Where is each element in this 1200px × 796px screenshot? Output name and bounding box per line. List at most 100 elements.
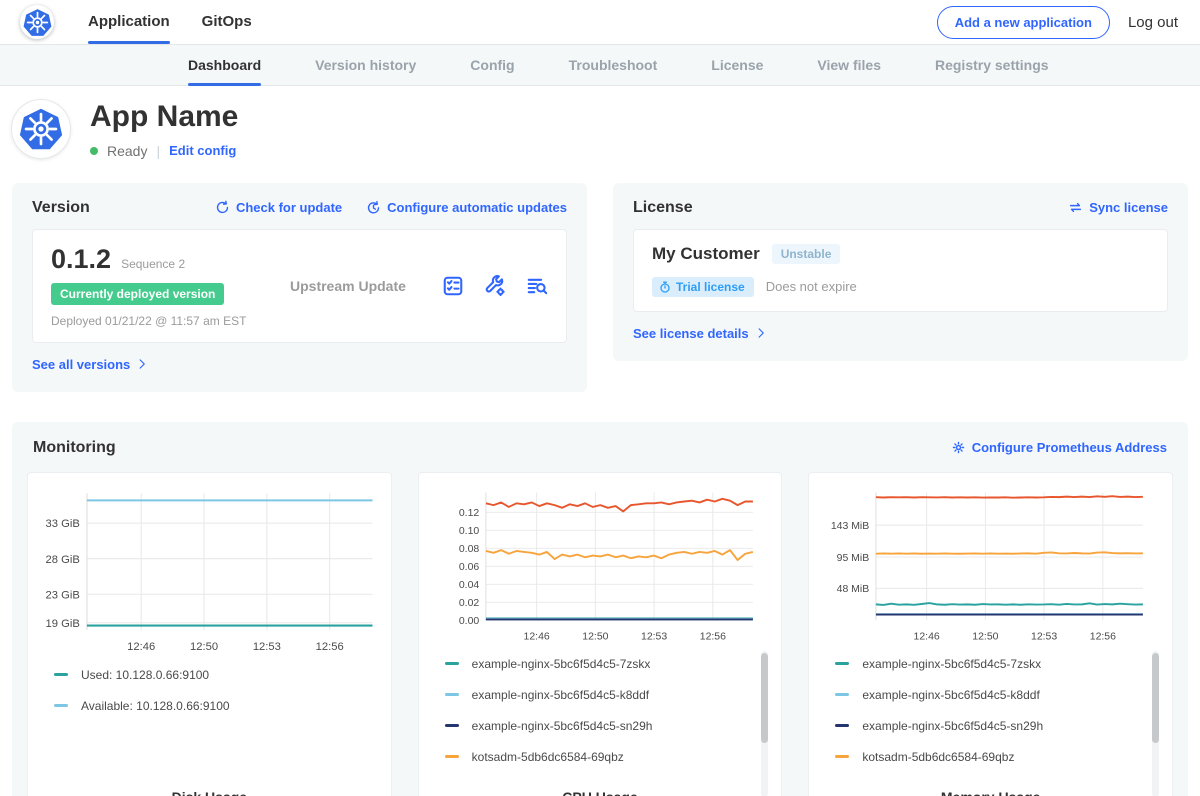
- legend-item: example-nginx-5bc6f5d4c5-sn29h: [445, 719, 758, 733]
- legend-scrollbar[interactable]: [1152, 651, 1159, 796]
- configure-automatic-updates-link[interactable]: Configure automatic updates: [366, 200, 567, 215]
- disk-usage-chart: 33 GiB28 GiB23 GiB19 GiB12:4612:5012:531…: [38, 483, 381, 658]
- sync-icon: [1068, 200, 1083, 215]
- tab-version-history[interactable]: Version history: [315, 45, 416, 85]
- edit-config-link[interactable]: Edit config: [169, 143, 236, 158]
- disk-usage-title: Disk Usage: [38, 781, 381, 796]
- configure-prometheus-link[interactable]: Configure Prometheus Address: [951, 440, 1167, 455]
- legend-item: Available: 10.128.0.66:9100: [54, 699, 367, 713]
- legend-label: example-nginx-5bc6f5d4c5-k8ddf: [472, 688, 649, 702]
- svg-text:12:50: 12:50: [582, 631, 608, 642]
- legend-item: example-nginx-5bc6f5d4c5-7zskx: [835, 657, 1148, 671]
- svg-text:12:56: 12:56: [699, 631, 725, 642]
- tab-dashboard[interactable]: Dashboard: [188, 45, 261, 85]
- check-for-update-link[interactable]: Check for update: [215, 200, 342, 215]
- app-kubernetes-icon: [19, 107, 63, 151]
- topnav-tab-gitops[interactable]: GitOps: [202, 0, 252, 44]
- trial-license-badge: Trial license: [652, 277, 754, 297]
- svg-text:0.04: 0.04: [459, 580, 480, 591]
- see-all-versions-link[interactable]: See all versions: [32, 357, 148, 372]
- add-application-button[interactable]: Add a new application: [937, 6, 1110, 39]
- refresh-icon: [215, 200, 230, 215]
- chevron-right-icon: [136, 358, 148, 370]
- svg-text:19 GiB: 19 GiB: [46, 617, 80, 629]
- logout-button[interactable]: Log out: [1128, 14, 1178, 31]
- svg-text:28 GiB: 28 GiB: [46, 553, 80, 565]
- memory-usage-chart: 143 MiB95 MiB48 MiB12:4612:5012:5312:56: [819, 483, 1162, 647]
- tab-troubleshoot[interactable]: Troubleshoot: [569, 45, 658, 85]
- svg-text:0.02: 0.02: [459, 598, 480, 609]
- see-license-details-link[interactable]: See license details: [633, 326, 767, 341]
- cpu-usage-title: CPU Usage: [429, 781, 772, 796]
- legend-label: Used: 10.128.0.66:9100: [81, 668, 209, 682]
- topnav-tabs: Application GitOps: [88, 0, 284, 44]
- svg-text:48 MiB: 48 MiB: [837, 584, 870, 595]
- license-card-title: License: [633, 199, 693, 217]
- svg-text:0.12: 0.12: [459, 508, 480, 519]
- tab-registry-settings[interactable]: Registry settings: [935, 45, 1049, 85]
- stopwatch-icon: [659, 281, 671, 293]
- license-expiry: Does not expire: [766, 279, 857, 294]
- legend-label: example-nginx-5bc6f5d4c5-k8ddf: [862, 688, 1039, 702]
- sync-license-link[interactable]: Sync license: [1068, 200, 1168, 215]
- current-version-panel: 0.1.2 Sequence 2 Currently deployed vers…: [32, 229, 567, 343]
- svg-text:12:56: 12:56: [1090, 631, 1116, 642]
- chevron-right-icon: [755, 327, 767, 339]
- memory-usage-legend: example-nginx-5bc6f5d4c5-7zskx example-ng…: [819, 647, 1162, 781]
- version-number: 0.1.2: [51, 244, 111, 275]
- legend-swatch: [835, 662, 849, 665]
- charts-row: 33 GiB28 GiB23 GiB19 GiB12:4612:5012:531…: [27, 472, 1173, 796]
- license-details-panel: My Customer Unstable Trial license Does …: [633, 229, 1168, 312]
- cpu-usage-chart: 0.120.100.080.060.040.020.0012:4612:5012…: [429, 483, 772, 647]
- legend-swatch: [835, 755, 849, 758]
- customer-name: My Customer: [652, 244, 760, 264]
- memory-usage-panel: 143 MiB95 MiB48 MiB12:4612:5012:5312:56e…: [808, 472, 1173, 796]
- tab-config[interactable]: Config: [470, 45, 514, 85]
- svg-text:12:50: 12:50: [190, 641, 218, 653]
- status-label: Ready: [107, 143, 147, 159]
- legend-item: example-nginx-5bc6f5d4c5-k8ddf: [835, 688, 1148, 702]
- legend-label: Available: 10.128.0.66:9100: [81, 699, 230, 713]
- version-card: Version Check for update Configure autom…: [12, 183, 587, 392]
- legend-swatch: [54, 673, 68, 676]
- legend-item: kotsadm-5db6dc6584-69qbz: [445, 750, 758, 764]
- subnav-tabs: Dashboard Version history Config Troublesho…: [188, 45, 1103, 85]
- navbar-right: Add a new application Log out: [937, 6, 1178, 39]
- auto-update-clock-icon: [366, 200, 381, 215]
- tab-view-files[interactable]: View files: [817, 45, 881, 85]
- top-navbar: Application GitOps Add a new application …: [0, 0, 1200, 44]
- svg-text:33 GiB: 33 GiB: [46, 518, 80, 530]
- legend-scrollbar-thumb[interactable]: [1152, 653, 1159, 743]
- svg-text:12:56: 12:56: [316, 641, 344, 653]
- tab-license[interactable]: License: [711, 45, 763, 85]
- svg-text:12:50: 12:50: [973, 631, 999, 642]
- legend-scrollbar[interactable]: [761, 651, 768, 796]
- legend-label: example-nginx-5bc6f5d4c5-sn29h: [862, 719, 1043, 733]
- cpu-usage-panel: 0.120.100.080.060.040.020.0012:4612:5012…: [418, 472, 783, 796]
- preflight-checks-icon[interactable]: [442, 275, 464, 297]
- legend-scrollbar-thumb[interactable]: [761, 653, 768, 743]
- page-title: App Name: [90, 100, 238, 135]
- topnav-tab-application[interactable]: Application: [88, 0, 170, 44]
- divider: |: [156, 143, 160, 159]
- legend-swatch: [445, 693, 459, 696]
- legend-item: example-nginx-5bc6f5d4c5-k8ddf: [445, 688, 758, 702]
- view-logs-icon[interactable]: [526, 275, 548, 297]
- legend-swatch: [445, 724, 459, 727]
- legend-item: example-nginx-5bc6f5d4c5-sn29h: [835, 719, 1148, 733]
- cards-row: Version Check for update Configure autom…: [0, 183, 1200, 392]
- disk-usage-panel: 33 GiB28 GiB23 GiB19 GiB12:4612:5012:531…: [27, 472, 392, 796]
- channel-badge: Unstable: [772, 244, 841, 264]
- svg-text:12:53: 12:53: [641, 631, 667, 642]
- kubernetes-logo-icon: [23, 8, 52, 37]
- app-header: App Name Ready | Edit config: [0, 86, 1200, 177]
- legend-label: kotsadm-5db6dc6584-69qbz: [472, 750, 624, 764]
- legend-label: example-nginx-5bc6f5d4c5-7zskx: [862, 657, 1041, 671]
- kubernetes-logo[interactable]: [20, 5, 54, 39]
- svg-text:0.10: 0.10: [459, 526, 480, 537]
- version-source: Upstream Update: [290, 278, 406, 294]
- legend-swatch: [835, 724, 849, 727]
- config-wrench-icon[interactable]: [484, 275, 506, 297]
- legend-item: example-nginx-5bc6f5d4c5-7zskx: [445, 657, 758, 671]
- legend-item: kotsadm-5db6dc6584-69qbz: [835, 750, 1148, 764]
